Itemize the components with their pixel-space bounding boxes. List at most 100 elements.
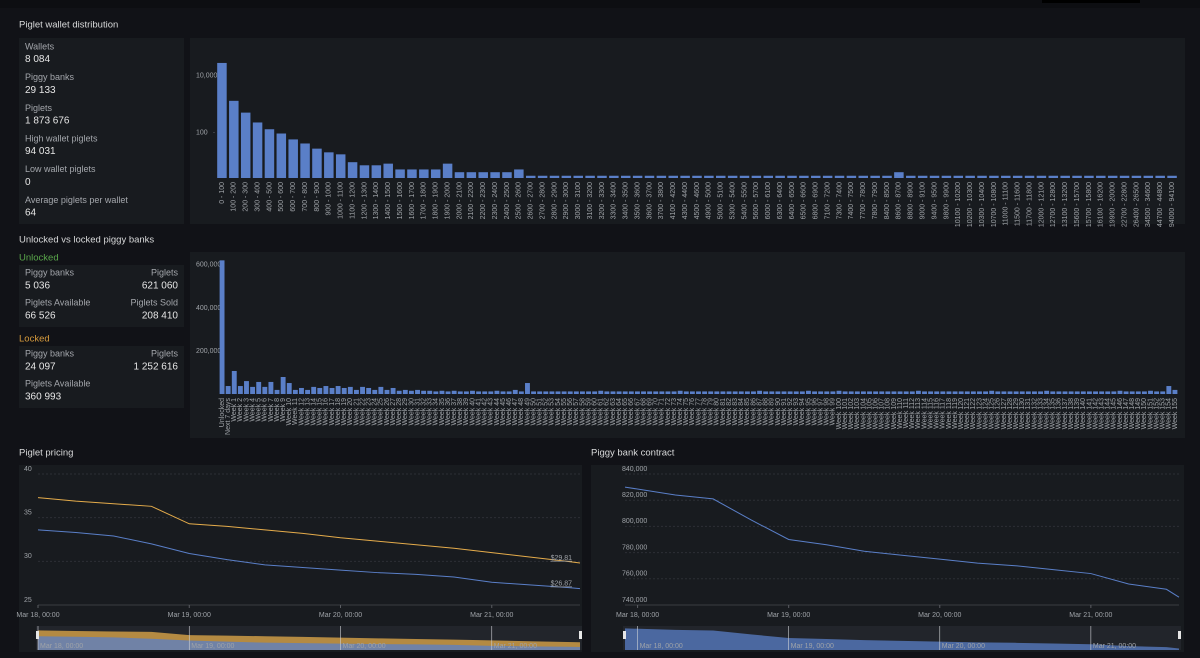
bar — [407, 169, 417, 178]
bar — [616, 391, 622, 394]
y-tick-label: 40 — [24, 466, 32, 473]
bar — [421, 390, 427, 394]
x-tick-label: Week 123 — [976, 398, 983, 429]
bar — [252, 122, 263, 178]
bar — [371, 165, 382, 178]
x-tick-label: Week 61 — [598, 398, 605, 426]
chart-panel — [19, 465, 582, 652]
x-tick-label: Week 50 — [530, 398, 537, 426]
x-tick-label: Week 75 — [683, 398, 690, 426]
bar — [989, 175, 999, 178]
bar — [384, 389, 390, 394]
x-tick-label: Week 121 — [964, 398, 971, 429]
x-tick-label: 26400 - 26500 — [1133, 182, 1140, 227]
x-tick-label: Week 94 — [799, 398, 806, 426]
x-tick-label: Week 103 — [854, 398, 861, 429]
bar — [1154, 391, 1160, 394]
stat-label: Piglets — [151, 267, 179, 277]
x-tick-label: Next 7 days — [225, 398, 232, 435]
bar — [567, 391, 573, 394]
bar — [894, 172, 904, 178]
x-tick-label: 11000 - 11100 — [1003, 182, 1010, 226]
navigator-label: Mar 18, 00:00 — [40, 643, 83, 650]
bar — [1072, 175, 1082, 178]
x-tick-label: 1200 - 1300 — [361, 182, 368, 219]
bar — [439, 390, 445, 394]
bar — [1036, 175, 1047, 178]
x-tick-label: 6000 - 6100 — [765, 182, 772, 219]
line — [37, 529, 581, 590]
x-tick-label: Week 39 — [463, 398, 470, 426]
x-tick-label: Week 51 — [537, 398, 544, 426]
bar — [983, 391, 989, 394]
bar — [305, 389, 311, 394]
stat-value: 94 031 — [25, 146, 56, 157]
x-tick-label: Week 113 — [915, 398, 922, 429]
stat-value: 208 410 — [142, 311, 179, 322]
x-tick-label: 700 - 800 — [302, 182, 309, 212]
x-tick-label: Week 110 — [897, 398, 904, 429]
x-tick-label: 3400 - 3500 — [623, 182, 630, 219]
x-tick-label: Week 133 — [1037, 398, 1044, 429]
stat-value: 1 873 676 — [25, 116, 70, 127]
x-tick-label: 3600 - 3700 — [646, 182, 653, 219]
x-tick-label: Unlocked — [219, 398, 226, 427]
x-tick-label: Mar 21, 00:00 — [470, 612, 513, 619]
navigator-label: Mar 20, 00:00 — [343, 643, 386, 650]
bar — [744, 391, 750, 394]
bar — [592, 391, 598, 394]
x-tick-label: Week 101 — [842, 398, 849, 429]
x-tick-label: 3700 - 3800 — [658, 182, 665, 219]
bar — [689, 391, 695, 394]
bar — [822, 175, 833, 178]
y-tick-label: 100 — [196, 129, 208, 136]
x-tick-label: Week 38 — [457, 398, 464, 426]
x-tick-label: Week 66 — [628, 398, 635, 426]
bar — [1060, 175, 1070, 178]
x-tick-label: Week 33 — [427, 398, 434, 426]
x-tick-label: Week 91 — [781, 398, 788, 426]
x-tick-label: 9000 - 9100 — [919, 182, 926, 219]
bar — [561, 175, 572, 178]
x-tick-label: 2100 - 2200 — [468, 182, 475, 219]
stats-panel — [19, 265, 184, 327]
bar — [726, 391, 732, 394]
x-tick-label: Week 46 — [506, 398, 513, 426]
x-tick-label: Week 68 — [640, 398, 647, 426]
x-tick-label: Week 24 — [372, 398, 379, 426]
bar — [854, 391, 860, 394]
x-tick-label: 10700 - 10800 — [991, 182, 998, 227]
x-tick-label: 6400 - 6500 — [789, 182, 796, 219]
bar — [704, 175, 714, 178]
x-tick-label: Week 18 — [335, 398, 342, 426]
x-tick-label: Week 13 — [304, 398, 311, 426]
x-tick-label: Week 108 — [885, 398, 892, 429]
bar — [240, 112, 251, 178]
bar — [347, 162, 358, 178]
x-tick-label: Week 146 — [1117, 398, 1124, 429]
bar — [644, 175, 655, 178]
bar — [834, 175, 845, 178]
x-tick-label: 100 - 200 — [231, 182, 238, 212]
bar — [244, 381, 249, 394]
x-tick-label: Mar 20, 00:00 — [918, 612, 961, 619]
bar — [680, 175, 690, 178]
section-title: Unlocked vs locked piggy banks — [19, 235, 154, 246]
bar — [1062, 391, 1068, 394]
bar — [628, 391, 634, 394]
y-tick-label: 10,000 — [196, 72, 218, 79]
x-tick-label: Week 29 — [402, 398, 409, 426]
x-tick-label: Week 99 — [830, 398, 837, 426]
x-tick-label: 2000 - 2100 — [456, 182, 463, 219]
bar — [671, 391, 677, 394]
x-tick-label: 6500 - 6600 — [801, 182, 808, 219]
bar — [763, 391, 769, 394]
x-tick-label: Week 138 — [1068, 398, 1075, 429]
bar — [793, 391, 799, 394]
bar — [274, 389, 280, 394]
bar — [897, 391, 903, 394]
bar — [1048, 175, 1059, 178]
x-tick-label: Week 7 — [268, 398, 275, 422]
x-tick-label: Week 104 — [860, 398, 867, 429]
group-heading: Unlocked — [19, 253, 59, 264]
